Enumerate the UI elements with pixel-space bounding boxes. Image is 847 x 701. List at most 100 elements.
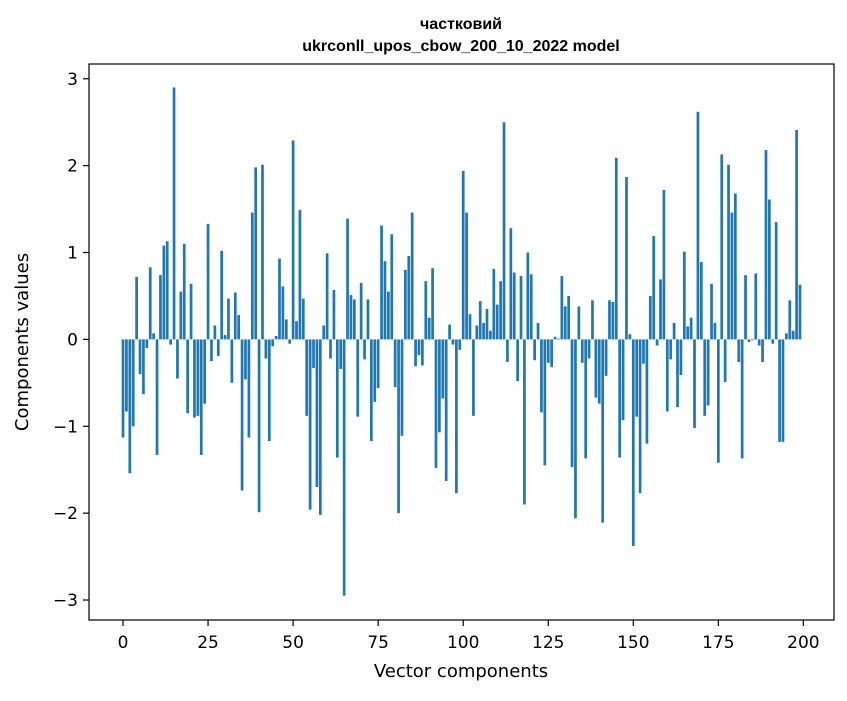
bar (689, 317, 693, 340)
y-tick-label: 2 (67, 157, 78, 177)
x-tick-label: 25 (197, 633, 219, 653)
bar (172, 87, 176, 340)
bar (271, 339, 275, 347)
bar (631, 339, 635, 547)
bar (387, 291, 390, 340)
bar (121, 339, 125, 438)
bar (597, 339, 601, 404)
bar (567, 295, 571, 340)
bar (329, 339, 332, 359)
bar (230, 339, 234, 383)
bar (676, 339, 679, 408)
y-tick-label: −1 (53, 417, 78, 437)
bar (240, 339, 244, 491)
bar (740, 339, 744, 459)
bar (506, 339, 509, 362)
x-tick-label: 75 (367, 633, 389, 653)
bar (468, 314, 472, 340)
chart-title: частковий (420, 16, 502, 33)
bar (135, 276, 138, 340)
bar (733, 193, 737, 340)
bar (142, 339, 145, 395)
bar (159, 275, 162, 340)
bar (716, 339, 720, 463)
bar (155, 339, 159, 455)
bar (363, 339, 366, 360)
bar (400, 339, 404, 436)
bar (431, 268, 434, 340)
bar (635, 339, 639, 417)
bar (247, 339, 251, 438)
bar (516, 339, 519, 382)
bar (152, 333, 155, 340)
bar (451, 339, 455, 345)
bar (237, 315, 241, 340)
bar (125, 339, 128, 412)
bar (455, 339, 458, 494)
bar (482, 322, 485, 340)
bar (761, 339, 764, 362)
bar (332, 289, 336, 340)
bar (662, 189, 666, 340)
bar (788, 300, 792, 340)
bar (791, 330, 795, 340)
plot-frame (88, 63, 835, 621)
bar (203, 339, 207, 404)
bar (757, 339, 761, 346)
bar (366, 299, 370, 340)
bar (216, 339, 220, 356)
bar (165, 241, 169, 340)
bar (305, 339, 309, 416)
bar (424, 281, 428, 340)
bar (519, 275, 523, 340)
bar (737, 339, 741, 362)
bar (659, 279, 662, 340)
bar (291, 140, 295, 340)
bar (383, 261, 387, 340)
bar (652, 236, 656, 340)
bar (781, 339, 785, 442)
bar (233, 292, 237, 340)
bar (213, 325, 217, 340)
bar (768, 199, 771, 340)
bar (614, 157, 618, 340)
bar (478, 301, 482, 340)
y-tick-label: 1 (67, 244, 78, 264)
bar (257, 339, 261, 513)
bar (502, 122, 506, 340)
bar (461, 170, 465, 340)
bar (795, 130, 798, 340)
bar (434, 339, 438, 468)
bar (349, 295, 353, 340)
bar (148, 267, 152, 340)
bar (128, 339, 132, 474)
bar (744, 275, 747, 340)
bar (580, 339, 584, 363)
bar (308, 339, 312, 510)
bar (298, 209, 302, 340)
bar (281, 286, 285, 340)
bar (397, 339, 400, 514)
bar (193, 339, 196, 418)
bar (625, 176, 628, 340)
bar (693, 339, 696, 428)
bar (376, 339, 380, 389)
y-tick-label: 3 (67, 70, 78, 90)
bar (223, 335, 227, 340)
bar (594, 339, 598, 398)
chart-subtitle: ukrconll_upos_cbow_200_10_2022 model (302, 38, 619, 55)
bar (196, 339, 200, 416)
bar (587, 339, 591, 359)
bar (274, 335, 278, 340)
x-tick-label: 125 (532, 633, 564, 653)
bar (288, 339, 292, 344)
bar (380, 225, 383, 340)
bar (407, 255, 411, 340)
bar (267, 339, 271, 442)
bar (563, 306, 567, 340)
bar (645, 339, 649, 444)
bar (601, 339, 605, 523)
bar (325, 253, 329, 340)
bar (210, 339, 213, 362)
